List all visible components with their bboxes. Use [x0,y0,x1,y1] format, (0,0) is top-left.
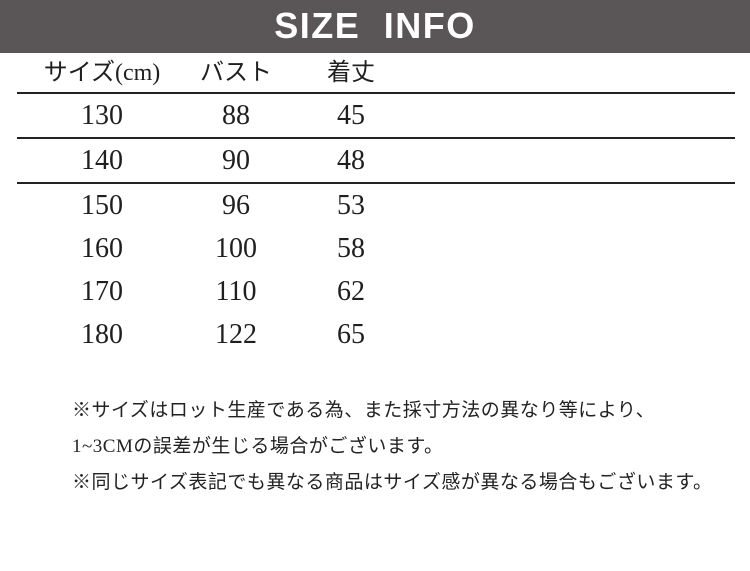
cell-bust: 96 [222,189,250,221]
column-header-size: サイズ(cm) [43,59,161,86]
cell-size: 140 [81,144,123,176]
column-header-bust: バスト [200,59,272,86]
table-header-row: サイズ(cm) バスト 着丈 [17,53,735,94]
table-row: 160 100 58 [17,227,735,270]
cell-bust: 110 [215,275,257,307]
cell-size: 170 [81,275,123,307]
table-row: 170 110 62 [17,270,735,313]
cell-size: 130 [81,99,123,131]
cell-length: 45 [337,99,365,131]
cell-length: 53 [337,189,365,221]
cell-bust: 88 [222,99,250,131]
note-line-1: ※サイズはロット生産である為、また採寸方法の異なり等により、 [72,400,656,421]
table-row: 150 96 53 [17,184,735,227]
cell-bust: 122 [215,318,257,350]
cell-length: 62 [337,275,365,307]
cell-length: 65 [337,318,365,350]
header-bar: SIZE INFO [0,0,750,53]
cell-size: 150 [81,189,123,221]
cell-size: 180 [81,318,123,350]
size-notes: ※サイズはロット生産である為、また採寸方法の異なり等により、 1~3CMの誤差が… [72,398,712,506]
cell-length: 48 [337,144,365,176]
size-table: サイズ(cm) バスト 着丈 130 88 45 140 90 48 150 9… [17,53,735,356]
cell-bust: 100 [215,232,257,264]
cell-bust: 90 [222,144,250,176]
cell-length: 58 [337,232,365,264]
column-header-length: 着丈 [327,59,375,86]
note-line-3: ※同じサイズ表記でも異なる商品はサイズ感が異なる場合もございます。 [72,472,713,493]
page-title: SIZE INFO [274,4,476,46]
table-row: 180 122 65 [17,313,735,356]
note-line-2: 1~3CMの誤差が生じる場合がございます。 [72,436,444,457]
cell-size: 160 [81,232,123,264]
table-row: 130 88 45 [17,94,735,139]
table-row: 140 90 48 [17,139,735,184]
